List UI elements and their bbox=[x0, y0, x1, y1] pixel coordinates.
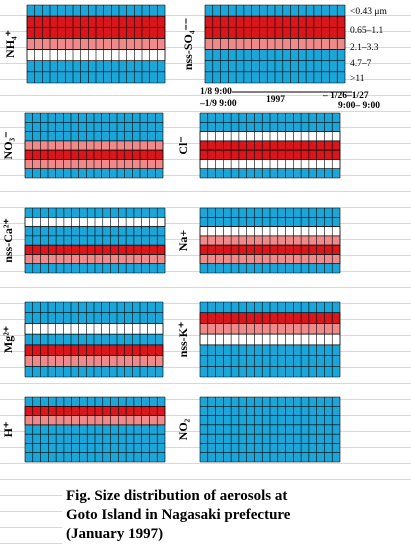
panel-grid bbox=[26, 4, 166, 84]
panel-grid bbox=[199, 301, 341, 378]
caption-line-3: (January 1997) bbox=[66, 526, 164, 542]
ion-label: NH₄⁺ bbox=[3, 30, 17, 58]
time-year: 1997 bbox=[266, 95, 285, 105]
legend: <0.43 μm 0.65–1.1 2.1–3.3 4.7–7 >11 bbox=[350, 7, 387, 84]
legend-size-class: 2.1–3.3 bbox=[350, 43, 379, 53]
panel-grid bbox=[24, 207, 166, 274]
panel-grid bbox=[199, 207, 341, 274]
panel-grid bbox=[24, 396, 166, 463]
ion-label: nss-Ca²⁺ bbox=[1, 218, 15, 263]
heatmap-panel: Cl⁻ bbox=[176, 112, 341, 179]
ion-label: nss-K⁺ bbox=[176, 322, 190, 358]
heatmap-panel: nss-K⁺ bbox=[176, 301, 341, 378]
legend-size-class: 0.65–1.1 bbox=[350, 26, 384, 36]
panel-grid bbox=[204, 4, 346, 84]
time-end-top: – 1/26–1/27 bbox=[322, 91, 369, 101]
time-start-bottom: –1/9 9:00 bbox=[199, 99, 237, 109]
time-start-top: 1/8 9:00 bbox=[200, 87, 232, 97]
heatmap-panel: NH₄⁺ bbox=[3, 4, 166, 84]
ion-label: Cl⁻ bbox=[176, 136, 190, 154]
caption-line-1: Fig. Size distribution of aerosols at bbox=[66, 488, 288, 504]
ion-label: Na+ bbox=[176, 230, 190, 252]
legend-size-class: 4.7–7 bbox=[350, 59, 372, 69]
heatmap-panel: nss-SO₄⁻⁻ bbox=[181, 4, 346, 84]
ion-label: H⁺ bbox=[1, 422, 15, 438]
panel-grid bbox=[199, 112, 341, 179]
heatmap-panels: NH₄⁺ nss-SO₄⁻⁻ NO₃⁻ Cl⁻ nss-Ca²⁺ Na+ Mg²⁺ nss-K… bbox=[1, 4, 346, 463]
ion-label: NO₃⁻ bbox=[1, 132, 15, 160]
time-axis: 1/8 9:00 – 1/26–1/27 –1/9 9:00 1997 9:00… bbox=[199, 87, 380, 111]
caption-line-2: Goto Island in Nagasaki prefecture bbox=[66, 507, 291, 523]
heatmap-panel: nss-Ca²⁺ bbox=[1, 207, 166, 274]
heatmap-panel: NO₃⁻ bbox=[1, 112, 164, 179]
ion-label: Mg²⁺ bbox=[1, 326, 15, 353]
ion-label: nss-SO₄⁻⁻ bbox=[181, 18, 195, 70]
figure-caption: Fig. Size distribution of aerosols at Go… bbox=[62, 485, 411, 546]
ion-label: NO₂ bbox=[176, 418, 190, 440]
time-end-bottom: 9:00– 9:00 bbox=[338, 101, 380, 111]
legend-size-class: <0.43 μm bbox=[350, 7, 387, 17]
heatmap-panel: Mg²⁺ bbox=[1, 301, 164, 378]
heatmap-panel: H⁺ bbox=[1, 396, 166, 463]
heatmap-panel: NO₂ bbox=[176, 396, 341, 463]
panel-grid bbox=[24, 112, 164, 179]
panel-grid bbox=[24, 301, 164, 378]
legend-size-class: >11 bbox=[350, 74, 365, 84]
panel-grid bbox=[199, 396, 341, 463]
heatmap-panel: Na+ bbox=[176, 207, 341, 274]
